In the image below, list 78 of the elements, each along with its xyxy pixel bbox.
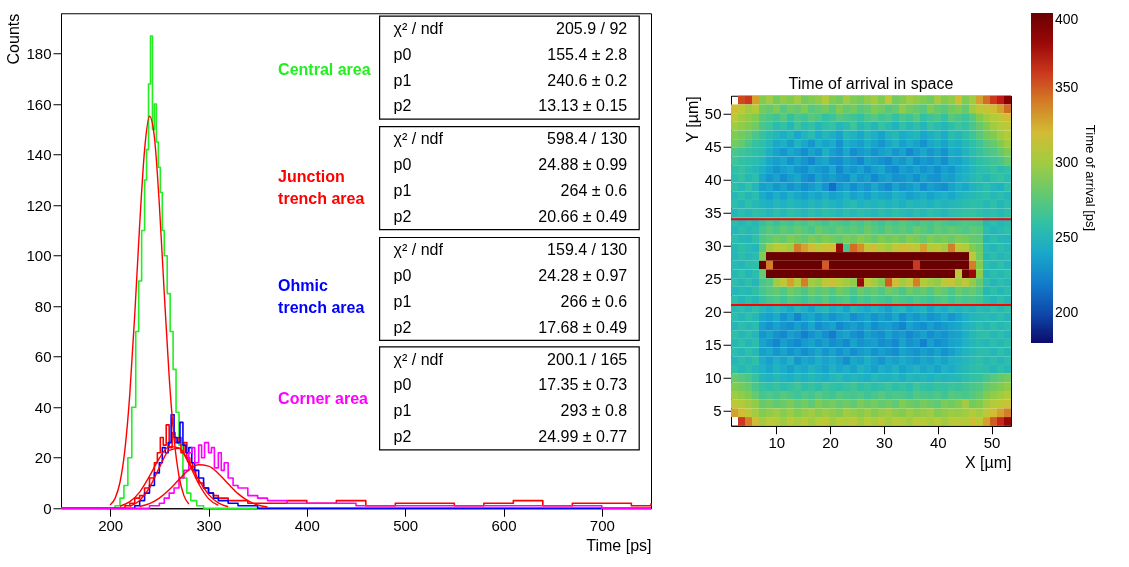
annotation: p0 — [393, 156, 412, 174]
color-bar-label: 200 — [1055, 304, 1079, 320]
y-tick-label: 40 — [704, 171, 722, 189]
annotation: 205.9 / 92 — [556, 20, 628, 38]
y-tick-label: 20 — [704, 303, 722, 321]
y-tick-label: 30 — [704, 237, 722, 255]
annotation: χ² / ndf — [393, 20, 444, 38]
x-tick-label: 200 — [98, 516, 124, 534]
chart-title: Time of arrival in space — [788, 74, 954, 92]
annotation: p2 — [393, 427, 412, 445]
annotation: 17.35 ± 0.73 — [538, 376, 628, 394]
y-tick-label: 50 — [704, 105, 722, 123]
y-tick-label: 0 — [43, 499, 52, 517]
x-tick-label: 500 — [393, 516, 419, 534]
annotation: 200.1 / 165 — [547, 350, 628, 368]
annotation: p1 — [393, 402, 412, 420]
annotation: 24.88 ± 0.99 — [538, 156, 628, 174]
x-tick-label: 40 — [929, 434, 947, 452]
y-tick-label: 60 — [34, 348, 52, 366]
annotation: χ² / ndf — [393, 130, 444, 148]
annotation: 598.4 / 130 — [547, 130, 628, 148]
y-axis-title: Counts — [5, 13, 23, 65]
y-tick-label: 25 — [704, 270, 722, 288]
y-tick-label: 15 — [704, 336, 722, 354]
annotation: p1 — [393, 181, 412, 199]
color-bar-label: 250 — [1055, 229, 1079, 245]
y-tick-label: 20 — [34, 449, 52, 467]
annotation: p0 — [393, 45, 412, 63]
x-tick-label: 10 — [768, 434, 786, 452]
y-tick-label: 100 — [26, 247, 52, 265]
color-bar-title: Time of arrival [ps] — [1083, 124, 1098, 232]
y-tick-label: 80 — [34, 297, 52, 315]
color-bar-label: 400 — [1055, 11, 1079, 27]
y-tick-label: 40 — [34, 398, 52, 416]
text: Corner area — [278, 390, 369, 408]
text: Junction trench area — [278, 167, 365, 207]
annotation: 24.99 ± 0.77 — [538, 427, 628, 445]
y-tick-label: 45 — [704, 138, 722, 156]
x-axis-title: Time [ps] — [586, 536, 652, 554]
annotation: 13.13 ± 0.15 — [538, 97, 628, 115]
annotation: χ² / ndf — [393, 350, 444, 368]
color-bar-label: 300 — [1055, 154, 1079, 170]
y-axis-title: Y [µm] — [683, 96, 701, 143]
y-tick-label: 35 — [704, 204, 722, 222]
x-tick-label: 50 — [983, 434, 1001, 452]
x-tick-label: 400 — [294, 516, 320, 534]
x-axis-title: X [µm] — [964, 454, 1012, 472]
x-tick-label: 30 — [876, 434, 893, 452]
y-tick-label: 120 — [26, 196, 52, 214]
annotation: 264 ± 0.6 — [560, 181, 628, 199]
x-tick-label: 700 — [589, 516, 615, 534]
text: Ohmic trench area — [278, 276, 365, 316]
x-tick-label: 20 — [822, 434, 839, 452]
annotation: 155.4 ± 2.8 — [547, 45, 628, 63]
annotation: χ² / ndf — [393, 241, 444, 259]
y-tick-label: 140 — [26, 146, 52, 164]
annotation: 20.66 ± 0.49 — [538, 207, 628, 225]
annotation: p1 — [393, 292, 412, 310]
y-tick-label: 5 — [713, 402, 722, 420]
annotation: 266 ± 0.6 — [560, 292, 628, 310]
annotation: p2 — [393, 207, 412, 225]
annotation: 240.6 ± 0.2 — [547, 71, 628, 89]
annotation: p1 — [393, 71, 412, 89]
annotation: 17.68 ± 0.49 — [538, 318, 628, 336]
x-tick-label: 600 — [491, 516, 517, 534]
annotation: 159.4 / 130 — [547, 241, 628, 259]
x-tick-label: 300 — [196, 516, 222, 534]
annotation: p0 — [393, 376, 412, 394]
color-bar-label: 350 — [1055, 79, 1079, 95]
annotation: 24.28 ± 0.97 — [538, 267, 628, 285]
annotation: p2 — [393, 97, 412, 115]
y-tick-label: 10 — [704, 369, 722, 387]
annotation: p0 — [393, 267, 412, 285]
y-tick-label: 160 — [26, 95, 52, 113]
y-tick-label: 180 — [26, 45, 52, 63]
annotation: 293 ± 0.8 — [560, 402, 628, 420]
text: Central area — [278, 61, 371, 79]
annotation: p2 — [393, 318, 412, 336]
